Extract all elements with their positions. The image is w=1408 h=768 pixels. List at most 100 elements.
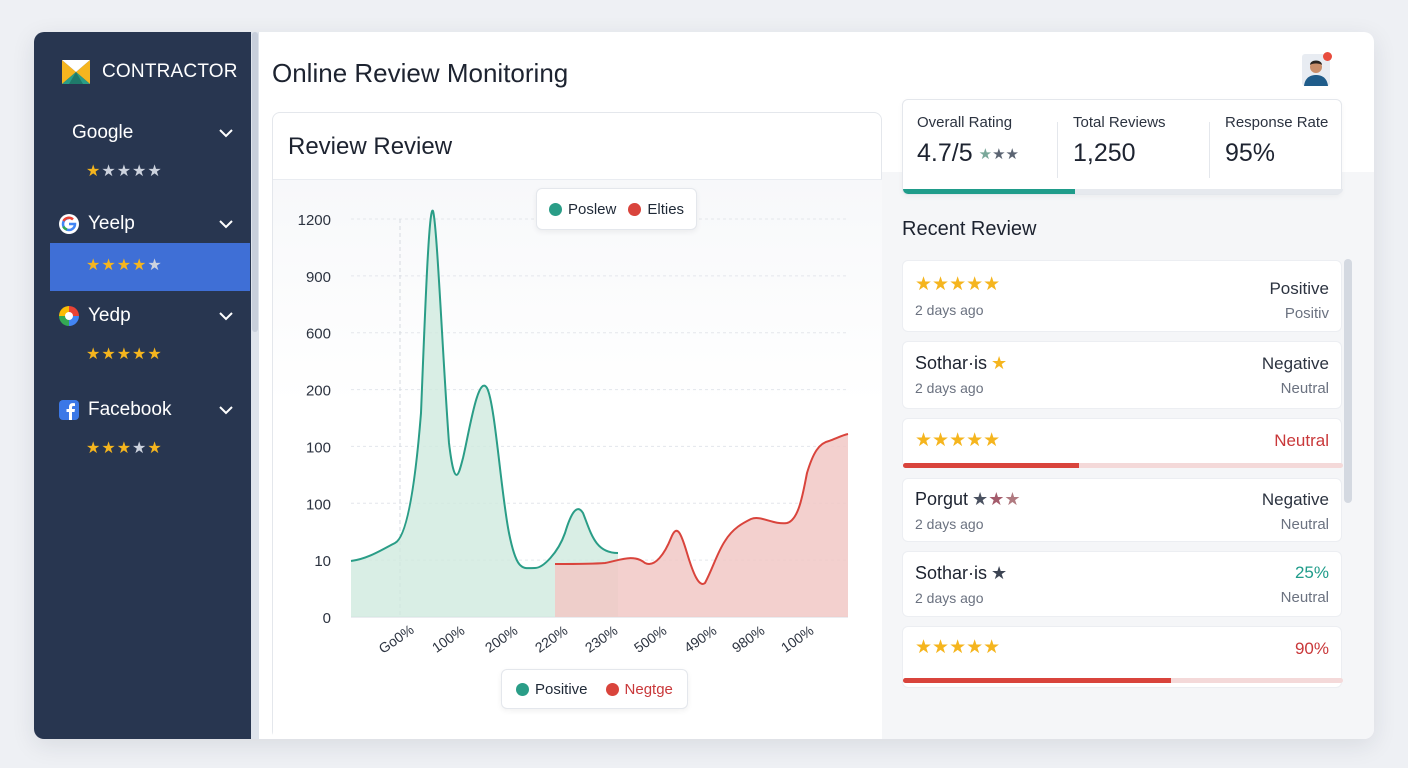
sidebar-item-label: Facebook (88, 399, 172, 420)
positive-line (350, 209, 619, 570)
recent-reviews-title: Recent Review (902, 218, 1037, 240)
sidebar: CONTRACTOR Google ★★★★★ (34, 32, 251, 739)
sidebar-item-yeelp-rating[interactable]: ★★★★★ (50, 243, 250, 291)
review-progress-fill (903, 463, 1079, 468)
stat-label: Overall Rating (917, 114, 1013, 131)
legend-label: Positive (535, 680, 588, 698)
chevron-down-icon[interactable] (218, 125, 234, 141)
brand-logo-icon (62, 60, 90, 84)
google-icon (58, 213, 80, 235)
rating-stars: ★★★ (978, 145, 1019, 163)
review-progress-fill (903, 678, 1172, 683)
x-tick-label: 980% (729, 622, 768, 656)
positive-dot-icon (549, 202, 562, 216)
review-status: Positive (1269, 279, 1329, 298)
positive-dot-icon (516, 682, 529, 696)
rating-stars: ★★★★★ (86, 440, 163, 457)
stat-total-reviews: Total Reviews 1,250 (1073, 114, 1166, 168)
x-tick-label: 100% (778, 622, 817, 656)
review-card[interactable]: Porgut ★★★ 2 days ago Negative Neutral (902, 478, 1342, 542)
rating-stars: ★★★★★ (915, 430, 1001, 451)
review-date: 2 days ago (915, 590, 984, 606)
rating-stars: ★★★ (972, 489, 1021, 509)
legend-label: Elties (647, 200, 685, 218)
stats-progress-track (903, 189, 1343, 194)
facebook-icon (58, 399, 80, 421)
negative-dot-icon (605, 682, 619, 696)
x-tick-label: 200% (482, 622, 521, 656)
app-window: CONTRACTOR Google ★★★★★ (34, 32, 1374, 739)
stats-card: Overall Rating 4.7/5 ★★★ Total Reviews 1… (902, 99, 1343, 195)
stat-label: Response Rate (1225, 114, 1329, 131)
review-card[interactable]: ★★★★★ 90% (902, 626, 1343, 688)
negative-area (555, 434, 848, 617)
sidebar-item-label: Yeelp (88, 213, 135, 234)
review-card[interactable]: ★★★★★ 2 days ago Positive Positiv (902, 260, 1342, 332)
rating-stars: ★★★★★ (86, 346, 163, 363)
sidebar-scrollbar[interactable] (251, 32, 259, 739)
reviewer-name: Sothar·is (915, 353, 988, 373)
negative-dot-icon (628, 202, 642, 216)
stat-overall-rating: Overall Rating 4.7/5 ★★★ (917, 114, 1019, 168)
y-tick-label: 100 (306, 439, 331, 456)
sidebar-item-google[interactable]: Google ★★★★★ (50, 115, 250, 180)
review-status: Negative (1261, 490, 1329, 509)
rating-stars: ★★★★★ (915, 274, 1001, 295)
legend-label: Negtge (624, 680, 673, 698)
stat-label: Total Reviews (1073, 114, 1166, 131)
reviewer-name: Sothar·is (915, 563, 988, 583)
review-status: Negative (1261, 354, 1329, 373)
legend-item-positive[interactable]: Poslew (549, 201, 616, 218)
review-card[interactable]: Sothar·is ★ 2 days ago Negative Neutral (902, 341, 1342, 409)
x-tick-label: 490% (681, 622, 720, 656)
multicolor-circle-icon (58, 305, 80, 327)
y-tick-label: 100 (306, 496, 331, 513)
reviewer-name: Porgut (915, 489, 969, 509)
sidebar-item-label: Google (72, 122, 134, 143)
legend-item-negative[interactable]: Negtge (605, 680, 673, 698)
rating-stars: ★★★★★ (86, 257, 163, 274)
review-substatus: Positiv (1284, 305, 1329, 322)
review-card[interactable]: ★★★★★ Neutral (902, 418, 1343, 468)
sidebar-item-facebook[interactable]: Facebook ★★★★★ (50, 392, 250, 457)
x-tick-label: 230% (582, 622, 621, 656)
brand[interactable]: CONTRACTOR (60, 56, 238, 88)
sidebar-item-yeelp[interactable]: Yeelp (50, 206, 250, 242)
review-card[interactable]: Sothar·is ★ 2 days ago 25% Neutral (902, 551, 1342, 617)
chevron-down-icon[interactable] (218, 402, 234, 418)
positive-area (351, 210, 618, 617)
page-title: Online Review Monitoring (272, 58, 569, 88)
stat-response-rate: Response Rate 95% (1225, 114, 1328, 168)
rating-stars: ★★★★★ (86, 163, 163, 180)
review-date: 2 days ago (915, 380, 984, 396)
review-status: 90% (1294, 639, 1329, 658)
divider (1057, 122, 1058, 178)
review-date: 2 days ago (915, 302, 984, 318)
y-tick-label: 600 (306, 326, 331, 343)
y-tick-label: 200 (306, 383, 331, 400)
negative-line (554, 433, 849, 585)
chevron-down-icon[interactable] (218, 216, 234, 232)
y-tick-label: 10 (314, 553, 331, 570)
sidebar-item-yedp[interactable]: Yedp ★★★★★ (50, 298, 250, 363)
chevron-down-icon[interactable] (218, 308, 234, 324)
legend-item-positive[interactable]: Positive (516, 681, 588, 698)
recent-reviews-scrollbar[interactable] (1344, 259, 1352, 503)
y-tick-label: 1200 (298, 212, 331, 229)
review-substatus: Neutral (1280, 589, 1329, 606)
scrollbar-thumb[interactable] (252, 32, 258, 332)
chart-legend-bottom: Positive Negtge (501, 669, 688, 709)
legend-item-negative[interactable]: Elties (628, 201, 684, 218)
review-progress-track (903, 678, 1343, 683)
rating-stars: ★★★★★ (915, 637, 1001, 658)
user-avatar[interactable] (1302, 54, 1330, 86)
stat-value: 4.7/5 (917, 139, 973, 167)
y-tick-label: 0 (323, 610, 331, 627)
notification-dot (1323, 52, 1332, 61)
chart-title: Review Review (288, 133, 453, 160)
rating-stars: ★ (991, 563, 1008, 583)
chart-legend-top: Poslew Elties (536, 188, 698, 230)
legend-label: Poslew (568, 200, 617, 218)
sidebar-item-label: Yedp (88, 305, 131, 326)
review-status: 25% (1294, 563, 1329, 582)
